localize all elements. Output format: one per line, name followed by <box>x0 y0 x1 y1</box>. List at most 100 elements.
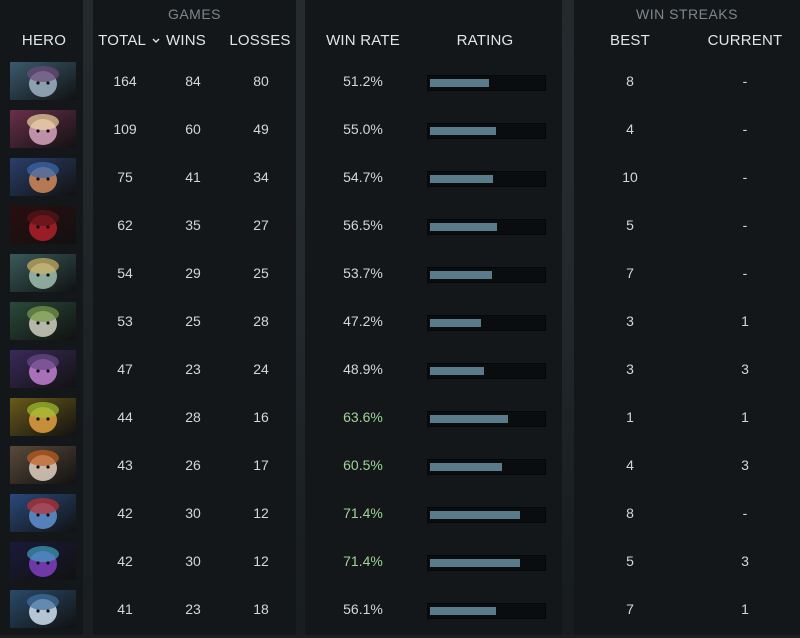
current-streak: 3 <box>741 457 749 473</box>
total-games: 54 <box>117 265 133 281</box>
losses-header[interactable]: LOSSES <box>229 32 291 49</box>
wins-count: 30 <box>185 553 201 569</box>
current-streak: - <box>742 121 748 137</box>
losses-count: 12 <box>253 553 269 569</box>
losses-count: 16 <box>253 409 269 425</box>
hero-portrait-8[interactable] <box>10 398 76 436</box>
current-streak: - <box>742 169 748 185</box>
rating-bar <box>427 555 546 571</box>
win-rate-value: 51.2% <box>343 73 383 89</box>
hero-header[interactable]: HERO <box>21 32 67 49</box>
table-row[interactable]: 42 30 12 71.4% 5 3 <box>0 542 800 590</box>
hero-portrait-7[interactable] <box>10 350 76 388</box>
win-rate-value: 56.5% <box>343 217 383 233</box>
losses-count: 28 <box>253 313 269 329</box>
win-streaks-group-header: WIN STREAKS <box>636 6 738 22</box>
total-header[interactable]: TOTAL <box>95 32 163 49</box>
current-header[interactable]: CURRENT <box>707 32 783 49</box>
losses-count: 12 <box>253 505 269 521</box>
hero-portrait-3[interactable] <box>10 158 76 196</box>
rating-bar-fill <box>430 223 497 231</box>
wins-count: 60 <box>185 121 201 137</box>
rating-bar <box>427 507 546 523</box>
win-rate-value: 60.5% <box>343 457 383 473</box>
best-streak: 5 <box>626 553 634 569</box>
losses-count: 34 <box>253 169 269 185</box>
table-row[interactable]: 42 30 12 71.4% 8 - <box>0 494 800 542</box>
hero-portrait-4[interactable] <box>10 206 76 244</box>
table-row[interactable]: 109 60 49 55.0% 4 - <box>0 110 800 158</box>
rating-bar <box>427 267 546 283</box>
rating-bar <box>427 315 546 331</box>
best-streak: 8 <box>626 73 634 89</box>
losses-count: 25 <box>253 265 269 281</box>
win-rate-value: 71.4% <box>343 553 383 569</box>
table-row[interactable]: 62 35 27 56.5% 5 - <box>0 206 800 254</box>
wins-count: 35 <box>185 217 201 233</box>
rating-bar-fill <box>430 79 489 87</box>
win-rate-value: 53.7% <box>343 265 383 281</box>
current-streak: 1 <box>741 601 749 617</box>
hero-portrait-9[interactable] <box>10 446 76 484</box>
hero-portrait-12[interactable] <box>10 590 76 628</box>
hero-portrait-2[interactable] <box>10 110 76 148</box>
streaks-column-panel <box>574 0 800 635</box>
rating-bar-fill <box>430 319 481 327</box>
rating-bar <box>427 219 546 235</box>
total-games: 53 <box>117 313 133 329</box>
win-rate-value: 48.9% <box>343 361 383 377</box>
win-rate-value: 56.1% <box>343 601 383 617</box>
hero-portrait-11[interactable] <box>10 542 76 580</box>
table-row[interactable]: 44 28 16 63.6% 1 1 <box>0 398 800 446</box>
rating-bar-fill <box>430 367 484 375</box>
rating-bar <box>427 459 546 475</box>
hero-portrait-10[interactable] <box>10 494 76 532</box>
games-group-header: GAMES <box>167 6 222 22</box>
best-streak: 7 <box>626 265 634 281</box>
table-row[interactable]: 54 29 25 53.7% 7 - <box>0 254 800 302</box>
table-row[interactable]: 75 41 34 54.7% 10 - <box>0 158 800 206</box>
total-games: 109 <box>113 121 137 137</box>
rating-bar-fill <box>430 127 496 135</box>
best-streak: 4 <box>626 121 634 137</box>
table-row[interactable]: 47 23 24 48.9% 3 3 <box>0 350 800 398</box>
best-header[interactable]: BEST <box>610 32 650 49</box>
table-row[interactable]: 41 23 18 56.1% 7 1 <box>0 590 800 638</box>
rating-bar-fill <box>430 559 520 567</box>
wins-count: 29 <box>185 265 201 281</box>
total-games: 43 <box>117 457 133 473</box>
rating-header[interactable]: RATING <box>456 32 514 49</box>
losses-count: 24 <box>253 361 269 377</box>
rating-bar <box>427 411 546 427</box>
rating-bar-fill <box>430 607 496 615</box>
best-streak: 3 <box>626 313 634 329</box>
losses-count: 27 <box>253 217 269 233</box>
win-rate-header[interactable]: WIN RATE <box>326 32 400 49</box>
current-streak: 3 <box>741 361 749 377</box>
hero-portrait-5[interactable] <box>10 254 76 292</box>
total-games: 44 <box>117 409 133 425</box>
table-row[interactable]: 53 25 28 47.2% 3 1 <box>0 302 800 350</box>
losses-count: 80 <box>253 73 269 89</box>
win-rate-value: 71.4% <box>343 505 383 521</box>
best-streak: 4 <box>626 457 634 473</box>
hero-portrait-1[interactable] <box>10 62 76 100</box>
games-column-panel <box>93 0 296 635</box>
total-games: 42 <box>117 505 133 521</box>
wins-count: 84 <box>185 73 201 89</box>
win-rate-value: 55.0% <box>343 121 383 137</box>
rating-bar <box>427 123 546 139</box>
best-streak: 10 <box>622 169 638 185</box>
total-games: 41 <box>117 601 133 617</box>
best-streak: 1 <box>626 409 634 425</box>
wins-header[interactable]: WINS <box>166 32 206 49</box>
wins-count: 30 <box>185 505 201 521</box>
rating-bar-fill <box>430 175 493 183</box>
best-streak: 7 <box>626 601 634 617</box>
hero-portrait-6[interactable] <box>10 302 76 340</box>
table-row[interactable]: 43 26 17 60.5% 4 3 <box>0 446 800 494</box>
total-header-label: TOTAL <box>98 32 146 49</box>
table-row[interactable]: 164 84 80 51.2% 8 - <box>0 62 800 110</box>
total-games: 164 <box>113 73 137 89</box>
rating-bar-fill <box>430 511 520 519</box>
